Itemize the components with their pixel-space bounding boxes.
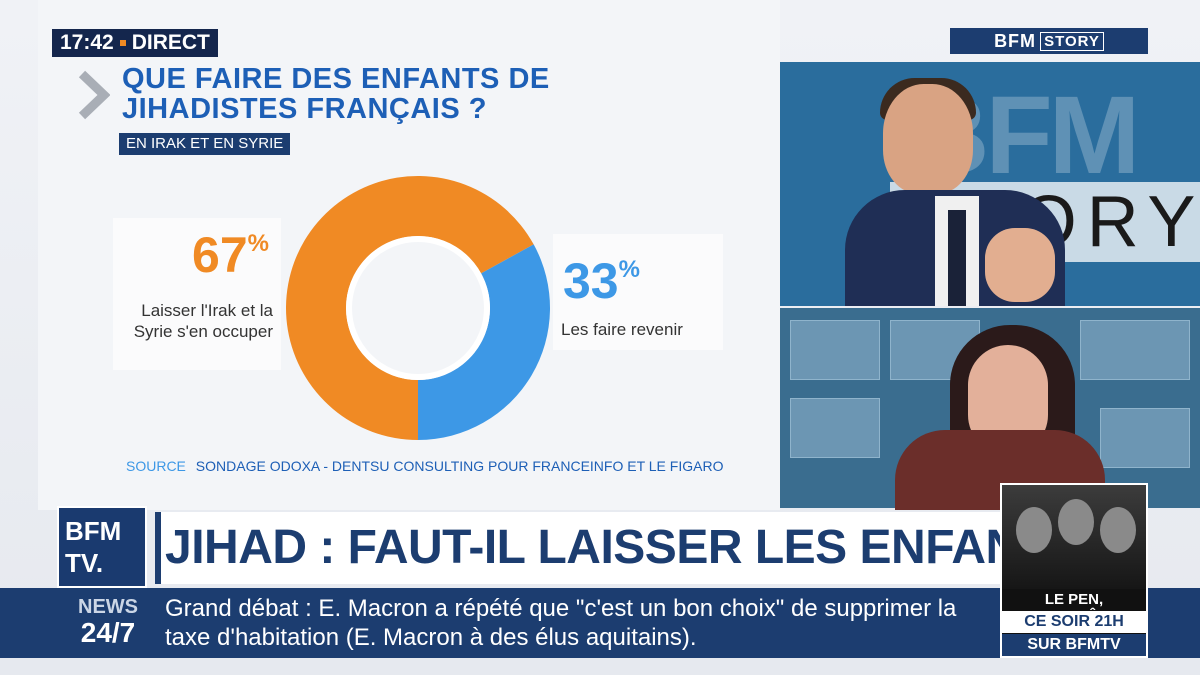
channel-brand-logo: BFM STORY xyxy=(950,28,1148,54)
source-value: SONDAGE ODOXA - DENTSU CONSULTING POUR F… xyxy=(195,458,724,474)
promo-image xyxy=(1002,485,1146,589)
promo-face xyxy=(1100,507,1136,553)
ticker-text: Grand débat : E. Macron a répété que "c'… xyxy=(165,595,957,651)
data-label-unit-2: % xyxy=(618,256,640,283)
logo-line-2: TV. xyxy=(65,548,104,578)
channel-show-name: STORY xyxy=(1040,31,1104,51)
headline-bar xyxy=(155,512,1000,584)
channel-brand-name: BFM xyxy=(994,30,1037,51)
ticker-label-num: 24/7 xyxy=(80,617,136,648)
category-label-2: Les faire revenir xyxy=(561,320,683,339)
studio-screen-tile xyxy=(790,398,880,458)
clock-bar: 17:42 DIRECT xyxy=(52,29,218,57)
presenter-hand xyxy=(985,228,1055,302)
presenter-tie xyxy=(948,210,966,306)
headline: JIHAD : FAUT-IL LAISSER LES ENFANTS ? xyxy=(165,520,1137,576)
presenter-face xyxy=(883,84,973,194)
studio-screen-tile xyxy=(1080,320,1190,380)
donut-inner-ring xyxy=(346,236,490,380)
clock-time: 17:42 xyxy=(60,31,114,54)
promo-face xyxy=(1016,507,1052,553)
data-label-value-1: 67% xyxy=(192,226,269,284)
studio-screen-tile xyxy=(790,320,880,380)
donut-chart xyxy=(286,176,550,440)
news-247-badge: NEWS 24/7 xyxy=(66,596,150,648)
data-label-number-1: 67 xyxy=(192,227,248,283)
donut-slice-2 xyxy=(418,244,550,440)
separator-dot xyxy=(119,40,126,46)
slice-label-block-right: 33% Les faire revenir xyxy=(553,234,723,350)
promo-box: LE PEN, L'ENQUÊTE CE SOIR 21H SUR BFMTV xyxy=(1000,483,1148,658)
data-label-value-2: 33% xyxy=(563,252,640,310)
live-label: DIRECT xyxy=(131,31,210,54)
promo-channel: SUR BFMTV xyxy=(1002,634,1146,656)
headline-text: JIHAD : FAUT-IL LAISSER LES ENFANTS ? xyxy=(165,521,1122,574)
bfmtv-logo: BFM TV. xyxy=(57,506,147,588)
donut-slice-1 xyxy=(286,176,534,440)
logo-line-1: BFM xyxy=(65,516,122,546)
chevron-right-icon xyxy=(78,70,110,120)
promo-time: CE SOIR 21H xyxy=(1002,611,1146,633)
studio-screen-tile xyxy=(1100,408,1190,468)
slice-label-block-left: 67% Laisser l'Irak et la Syrie s'en occu… xyxy=(113,218,281,370)
data-label-number-2: 33 xyxy=(563,253,619,309)
category-label-1: Laisser l'Irak et la Syrie s'en occuper xyxy=(133,301,273,341)
source-key: SOURCE xyxy=(126,458,186,474)
promo-face xyxy=(1058,499,1094,545)
ticker-label: NEWS xyxy=(78,596,138,618)
chart-subtitle: EN IRAK ET EN SYRIE xyxy=(119,133,291,155)
data-label-unit-1: % xyxy=(247,230,269,257)
donut-hole xyxy=(352,242,484,374)
chart-title: QUE FAIRE DES ENFANTS DE JIHADISTES FRAN… xyxy=(122,63,550,125)
chart-source: SOURCE SONDAGE ODOXA - DENTSU CONSULTING… xyxy=(126,458,723,474)
